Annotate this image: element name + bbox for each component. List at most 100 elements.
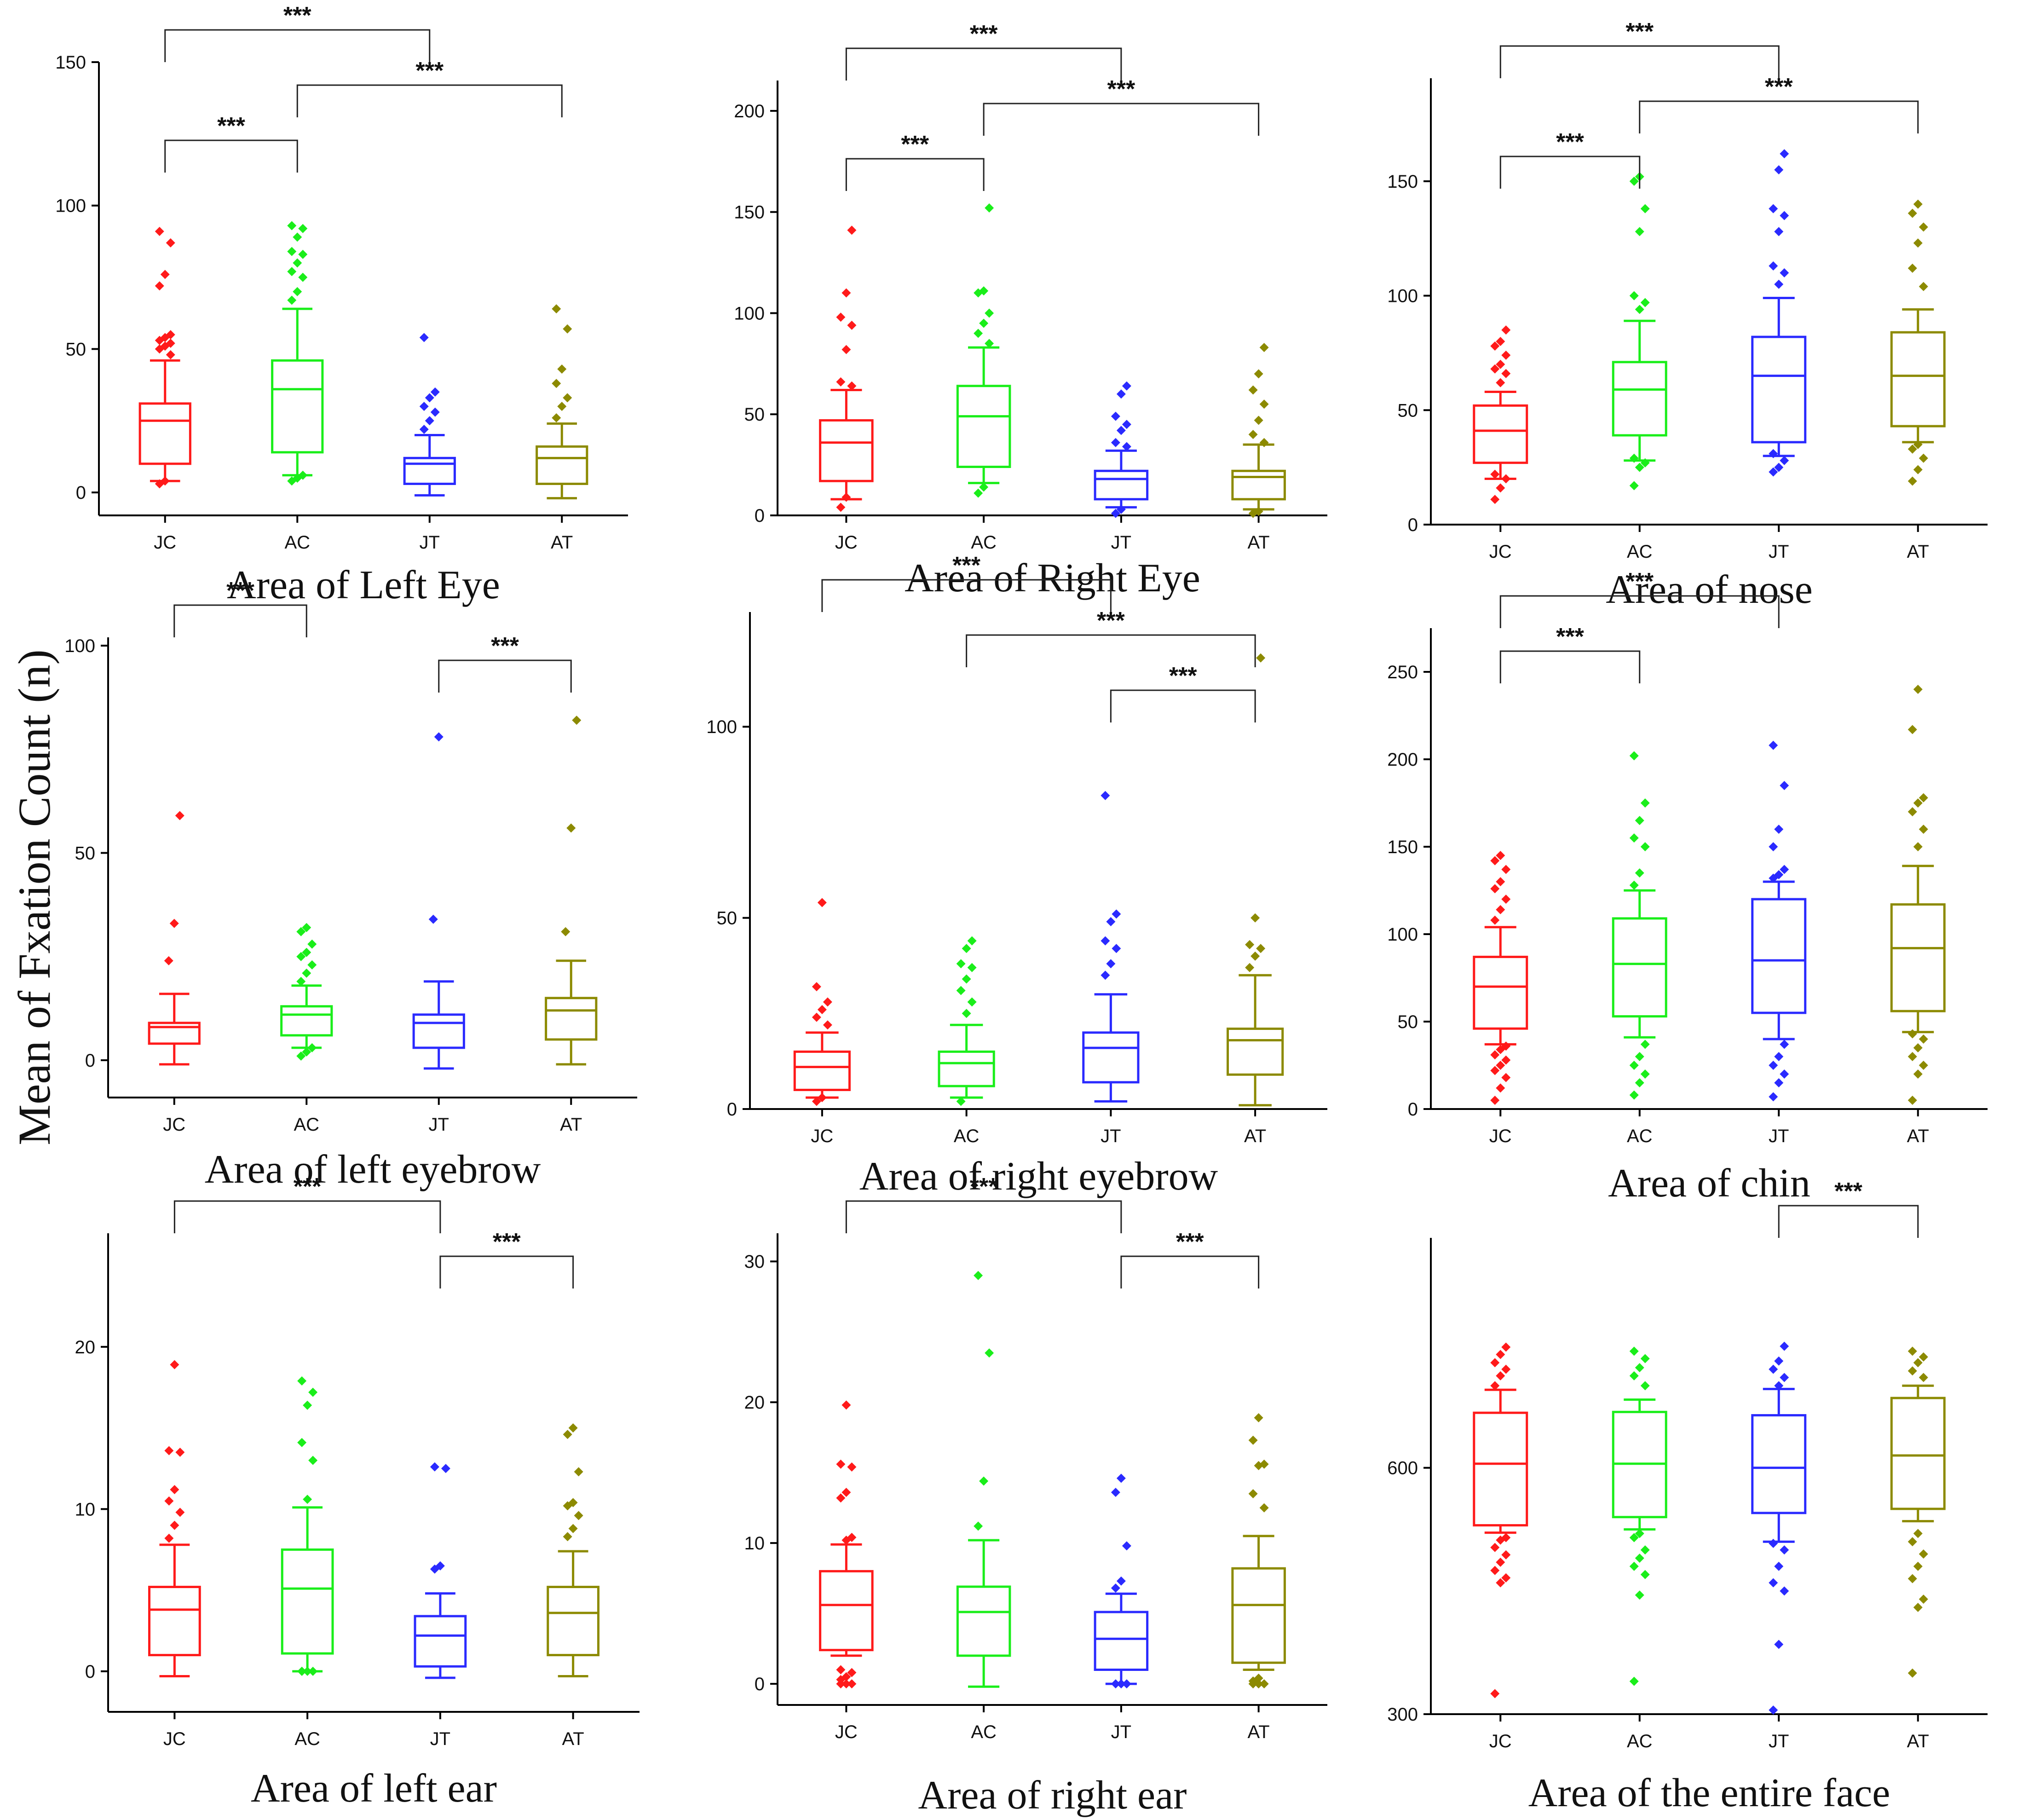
box-iqr: [956, 1585, 1011, 1657]
y-tick-label: 0: [85, 1662, 95, 1682]
outlier-point: [841, 492, 851, 502]
x-tick-label: AT: [1907, 1731, 1929, 1751]
outlier-point: [1780, 1341, 1789, 1351]
x-tick-label: JC: [1489, 542, 1512, 562]
outlier-point: [1122, 442, 1131, 451]
outlier-point: [1919, 825, 1928, 834]
outlier-point: [160, 476, 170, 486]
outlier-point: [166, 338, 175, 348]
outlier-point: [847, 1679, 857, 1689]
outlier-point: [1116, 1576, 1126, 1586]
box-ac: [938, 936, 995, 1106]
outlier-point: [296, 976, 306, 986]
y-tick-label: 100: [1387, 286, 1418, 306]
outlier-point: [1908, 807, 1917, 816]
outlier-point: [568, 1423, 578, 1433]
y-tick-label: 100: [734, 303, 765, 324]
outlier-point: [287, 247, 297, 256]
outlier-point: [1256, 944, 1266, 953]
outlier-point: [1501, 1533, 1511, 1543]
outlier-point: [1908, 476, 1917, 486]
outlier-point: [1913, 238, 1923, 248]
outlier-point: [1245, 940, 1255, 949]
box-at: [536, 304, 588, 500]
significance-bracket: ***: [173, 1173, 441, 1233]
outlier-point: [1780, 149, 1789, 159]
outlier-point: [1101, 971, 1110, 980]
outlier-point: [1913, 842, 1923, 851]
significance-label: ***: [970, 1173, 998, 1200]
outlier-point: [1919, 1352, 1928, 1362]
box-iqr: [1473, 1411, 1528, 1527]
outlier-point: [441, 1464, 450, 1473]
outlier-point: [1908, 1029, 1917, 1039]
outlier-point: [293, 287, 302, 296]
box-iqr: [819, 419, 874, 482]
outlier-point: [1780, 456, 1789, 465]
box-jc: [819, 225, 874, 512]
outlier-point: [956, 1097, 966, 1106]
outlier-point: [435, 1561, 445, 1571]
outlier-point: [1640, 1545, 1650, 1555]
outlier-point: [563, 1430, 572, 1439]
y-tick-label: 20: [744, 1392, 765, 1413]
y-tick-label: 50: [66, 339, 86, 359]
significance-bracket: ***: [845, 131, 985, 191]
outlier-point: [170, 1360, 179, 1369]
x-tick-label: JC: [835, 532, 858, 553]
outlier-point: [1919, 282, 1928, 291]
box-at: [545, 716, 598, 1066]
outlier-point: [1490, 364, 1500, 374]
box-ac: [1612, 1346, 1667, 1686]
outlier-point: [1501, 1573, 1511, 1583]
y-tick-label: 150: [55, 52, 86, 73]
box-iqr: [793, 1050, 851, 1091]
outlier-point: [1913, 1561, 1923, 1571]
significance-label: ***: [1765, 74, 1793, 100]
outlier-point: [836, 1665, 846, 1675]
outlier-point: [287, 267, 297, 277]
significance-bracket: ***: [1778, 1178, 1919, 1238]
outlier-point: [1913, 1043, 1923, 1052]
outlier-point: [1111, 411, 1120, 421]
outlier-point: [298, 272, 308, 282]
outlier-point: [298, 470, 308, 480]
significance-bracket: ***: [164, 2, 431, 62]
outlier-point: [1774, 1052, 1784, 1061]
x-tick-label: JC: [163, 1115, 185, 1135]
significance-bracket: ***: [1499, 568, 1780, 628]
panel-7: 0 10 20 JC AC JT AT *** *** Area of left ear: [75, 1173, 640, 1811]
outlier-point: [1245, 963, 1255, 972]
outlier-point: [1490, 1566, 1500, 1575]
outlier-point: [1908, 1366, 1917, 1376]
outlier-point: [1640, 1570, 1650, 1579]
significance-label: ***: [1834, 1178, 1862, 1205]
outlier-point: [302, 948, 311, 957]
outlier-point: [1919, 1595, 1928, 1604]
outlier-point: [1780, 211, 1789, 220]
bracket-line: [173, 1200, 441, 1233]
outlier-point: [1629, 453, 1639, 463]
x-tick-label: AT: [551, 532, 573, 553]
outlier-point: [817, 1093, 827, 1103]
bracket-line: [1639, 100, 1919, 133]
outlier-point: [1501, 1041, 1511, 1051]
outlier-point: [1629, 176, 1639, 186]
x-tick-label: AT: [1248, 1722, 1270, 1742]
box-iqr: [280, 1005, 333, 1037]
significance-label: ***: [294, 1173, 322, 1200]
significance-bracket: ***: [1499, 624, 1641, 683]
outlier-point: [1251, 951, 1260, 961]
outlier-point: [1496, 1083, 1505, 1093]
y-tick-label: 100: [55, 196, 86, 216]
outlier-point: [1490, 1358, 1500, 1368]
significance-bracket: ***: [966, 607, 1256, 667]
box-iqr: [1751, 335, 1807, 444]
bracket-line: [966, 634, 1256, 667]
y-tick-label: 200: [1387, 750, 1418, 770]
outlier-point: [1490, 915, 1500, 925]
box-at: [1231, 343, 1286, 518]
outlier-point: [1112, 909, 1121, 919]
